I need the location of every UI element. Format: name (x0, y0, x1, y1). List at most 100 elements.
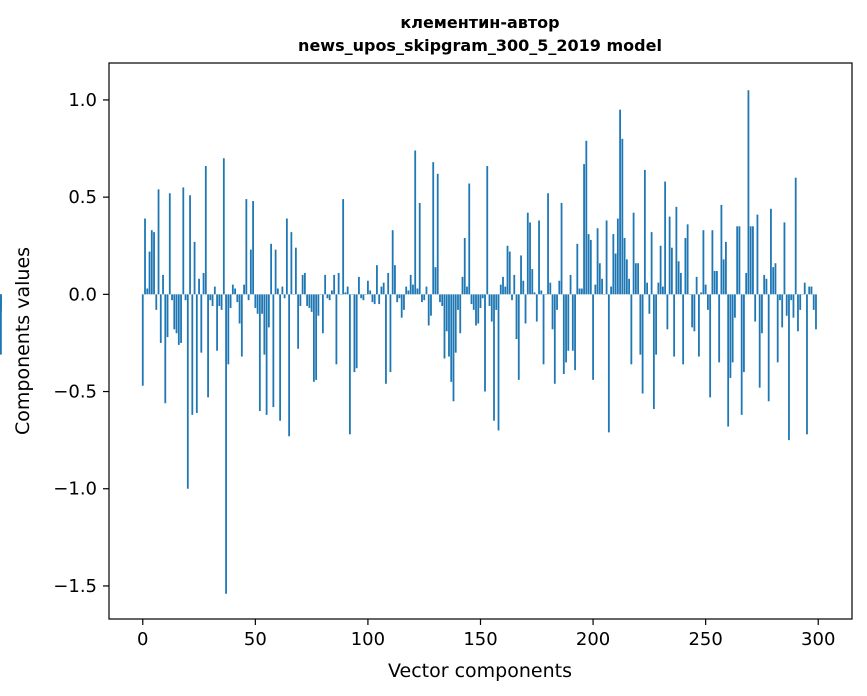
bar (529, 222, 531, 295)
x-axis-label: Vector components (388, 660, 572, 682)
bar (443, 294, 446, 359)
bar (803, 282, 806, 295)
bar (209, 294, 212, 301)
bar (587, 234, 590, 295)
bar (243, 284, 245, 295)
bar (497, 294, 500, 431)
bar (360, 294, 363, 299)
bar (758, 294, 761, 388)
bar (479, 294, 482, 308)
bar (538, 220, 540, 295)
x-tick-label: 150 (463, 629, 497, 650)
y-axis-ticks: −1.5 −1.0 −0.5 0.0 0.5 1.0 (53, 90, 109, 597)
bar (560, 202, 563, 295)
bar (578, 288, 581, 295)
bar (756, 214, 759, 295)
bar (567, 294, 570, 351)
bar (776, 294, 779, 363)
bar (661, 286, 664, 295)
bar (763, 274, 766, 295)
bar (558, 280, 561, 295)
bar (180, 294, 182, 343)
bar (754, 294, 757, 322)
bar (785, 294, 788, 316)
bar (308, 294, 311, 308)
bar (767, 294, 770, 402)
bar (610, 286, 612, 295)
bar (628, 278, 630, 295)
y-tick-label: −1.0 (53, 479, 97, 500)
bar (781, 294, 784, 328)
bar (373, 294, 376, 305)
bar (799, 294, 802, 310)
bar (297, 294, 300, 349)
bar (362, 294, 365, 301)
x-tick-label: 300 (801, 629, 835, 650)
bar (623, 237, 626, 295)
bar (312, 294, 315, 382)
bar (470, 294, 473, 305)
y-tick-label: −0.5 (53, 382, 97, 403)
bar (218, 294, 221, 306)
bar (416, 288, 419, 295)
bar (720, 204, 723, 295)
bar (283, 294, 286, 299)
bar (407, 290, 410, 295)
bar (371, 294, 374, 303)
bar (677, 261, 680, 295)
bar (736, 226, 739, 295)
bar (405, 286, 408, 295)
bar (612, 234, 615, 295)
bar (475, 294, 477, 326)
bar (574, 294, 576, 371)
bar (502, 276, 504, 295)
bar (423, 294, 426, 301)
bar (592, 294, 594, 380)
bar (513, 274, 516, 295)
bar (639, 294, 642, 355)
bar (436, 173, 439, 295)
bar (263, 294, 266, 355)
bar (648, 294, 651, 314)
bar (191, 294, 194, 415)
bar (434, 267, 437, 295)
bar (506, 245, 509, 295)
bar (245, 199, 248, 295)
bar (448, 294, 450, 357)
bar (659, 245, 662, 295)
bar (670, 247, 673, 295)
bar (794, 177, 797, 295)
bar (810, 286, 813, 295)
bar (637, 263, 640, 295)
bar (738, 226, 741, 295)
bar (463, 237, 466, 295)
bar (704, 284, 707, 295)
bar (707, 294, 709, 310)
bar (382, 282, 385, 295)
bar (0, 294, 2, 308)
bar (583, 164, 585, 295)
bar (542, 294, 545, 365)
bar (240, 294, 243, 357)
bar (391, 230, 394, 295)
bar (614, 253, 617, 295)
bar (175, 294, 178, 334)
bar (326, 294, 329, 299)
bar (342, 199, 345, 295)
bar (666, 294, 669, 330)
chart-subtitle: news_upos_skipgram_300_5_2019 model (298, 36, 662, 55)
bar (146, 288, 149, 295)
bar (358, 276, 360, 295)
bar (249, 249, 252, 295)
bar (549, 282, 552, 295)
bar (409, 274, 412, 295)
bar (457, 294, 459, 310)
bar (0, 294, 2, 355)
bar (202, 272, 205, 295)
bar (788, 294, 790, 441)
bar (702, 230, 705, 295)
bar (571, 294, 574, 351)
bar (526, 212, 529, 295)
bar (589, 239, 592, 295)
